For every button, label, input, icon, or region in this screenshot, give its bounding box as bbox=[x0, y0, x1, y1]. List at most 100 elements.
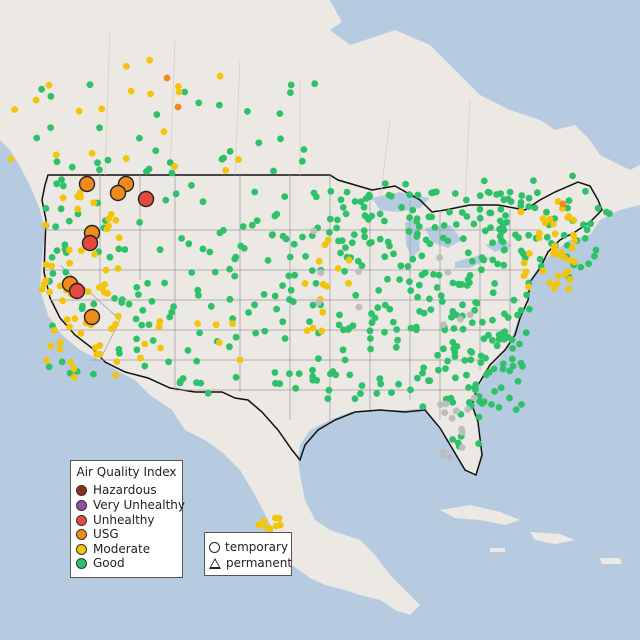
moderate-marker bbox=[105, 222, 112, 230]
moderate-marker bbox=[32, 96, 40, 104]
good-marker bbox=[346, 371, 354, 379]
good-marker bbox=[289, 298, 297, 306]
moderate-marker bbox=[141, 340, 149, 348]
good-marker bbox=[194, 286, 202, 294]
good-marker bbox=[312, 280, 320, 287]
good-marker bbox=[506, 188, 514, 196]
moderate-marker bbox=[100, 288, 108, 296]
good-marker bbox=[497, 190, 504, 198]
good-marker bbox=[404, 263, 412, 270]
moderate-marker bbox=[539, 215, 547, 223]
good-marker bbox=[178, 235, 186, 242]
good-marker bbox=[495, 404, 503, 411]
good-marker bbox=[506, 394, 513, 402]
moderate-marker bbox=[526, 250, 533, 257]
good-marker bbox=[407, 287, 415, 294]
good-marker bbox=[413, 233, 421, 240]
good-marker bbox=[517, 359, 525, 367]
no-data-marker bbox=[453, 407, 460, 415]
good-marker bbox=[509, 345, 516, 352]
good-marker bbox=[603, 208, 610, 216]
good-marker bbox=[421, 269, 429, 277]
good-marker bbox=[419, 403, 427, 411]
good-marker bbox=[487, 209, 495, 217]
moderate-marker bbox=[216, 72, 224, 80]
no-data-marker bbox=[439, 321, 447, 329]
good-marker bbox=[450, 325, 458, 332]
good-marker bbox=[381, 328, 388, 336]
good-marker bbox=[489, 256, 497, 264]
good-marker bbox=[377, 380, 385, 388]
moderate-marker bbox=[535, 234, 543, 242]
good-marker bbox=[299, 233, 306, 241]
good-marker bbox=[402, 180, 409, 188]
good-marker bbox=[449, 399, 457, 406]
good-marker bbox=[413, 323, 420, 331]
moderate-marker bbox=[554, 272, 562, 280]
good-marker bbox=[499, 330, 506, 337]
good-marker bbox=[188, 181, 195, 189]
good-marker bbox=[472, 381, 480, 388]
good-marker bbox=[302, 253, 309, 260]
moderate-marker bbox=[11, 106, 19, 113]
no-data-marker bbox=[466, 311, 474, 319]
good-marker bbox=[125, 300, 133, 308]
legend-item-very-unhealthy: Very Unhealthy bbox=[76, 498, 185, 512]
good-marker bbox=[255, 139, 263, 147]
good-marker bbox=[497, 206, 505, 213]
good-marker bbox=[226, 295, 234, 303]
good-marker bbox=[118, 296, 126, 303]
moderate-marker bbox=[112, 216, 120, 224]
moderate-marker bbox=[91, 250, 98, 258]
legend-label: Very Unhealthy bbox=[93, 498, 185, 512]
good-marker bbox=[420, 364, 427, 372]
good-marker bbox=[510, 296, 518, 304]
moderate-marker bbox=[212, 321, 220, 329]
good-marker bbox=[179, 375, 187, 382]
good-marker bbox=[480, 335, 488, 343]
moderate-marker bbox=[266, 525, 274, 533]
good-marker bbox=[459, 301, 466, 309]
good-marker bbox=[465, 384, 472, 391]
good-marker bbox=[406, 278, 413, 285]
good-marker bbox=[582, 187, 589, 195]
good-marker bbox=[229, 315, 237, 322]
good-marker bbox=[425, 213, 433, 221]
good-marker bbox=[251, 301, 258, 309]
aqi-legend: Air Quality Index Hazardous Very Unhealt… bbox=[70, 460, 185, 578]
moderate-marker bbox=[56, 345, 64, 353]
moderate-marker bbox=[96, 342, 104, 349]
moderate-marker bbox=[216, 339, 223, 346]
good-marker bbox=[577, 263, 585, 271]
moderate-marker bbox=[571, 237, 578, 245]
moderate-marker bbox=[565, 285, 572, 293]
moderate-marker bbox=[114, 265, 122, 272]
good-marker bbox=[343, 188, 351, 196]
good-marker bbox=[335, 321, 343, 329]
good-marker bbox=[496, 232, 504, 240]
good-marker bbox=[287, 81, 295, 89]
moderate-marker bbox=[123, 63, 130, 70]
good-marker bbox=[287, 286, 295, 294]
good-marker bbox=[290, 240, 298, 248]
good-marker bbox=[386, 305, 394, 313]
good-marker bbox=[42, 205, 50, 212]
good-marker bbox=[348, 239, 356, 247]
moderate-marker bbox=[260, 517, 267, 525]
good-marker bbox=[523, 291, 530, 299]
moderate-marker bbox=[539, 267, 547, 275]
good-marker bbox=[433, 284, 441, 291]
good-marker bbox=[281, 335, 289, 342]
good-marker bbox=[490, 365, 498, 373]
good-marker bbox=[504, 314, 512, 321]
good-swatch bbox=[76, 557, 87, 569]
good-marker bbox=[279, 318, 287, 326]
moderate-marker bbox=[48, 262, 56, 270]
legend-title: Air Quality Index bbox=[76, 465, 177, 479]
no-data-marker bbox=[470, 394, 478, 402]
good-marker bbox=[360, 203, 368, 211]
good-marker bbox=[261, 327, 269, 335]
good-marker bbox=[450, 345, 458, 353]
good-marker bbox=[472, 386, 479, 394]
good-marker bbox=[489, 316, 496, 324]
